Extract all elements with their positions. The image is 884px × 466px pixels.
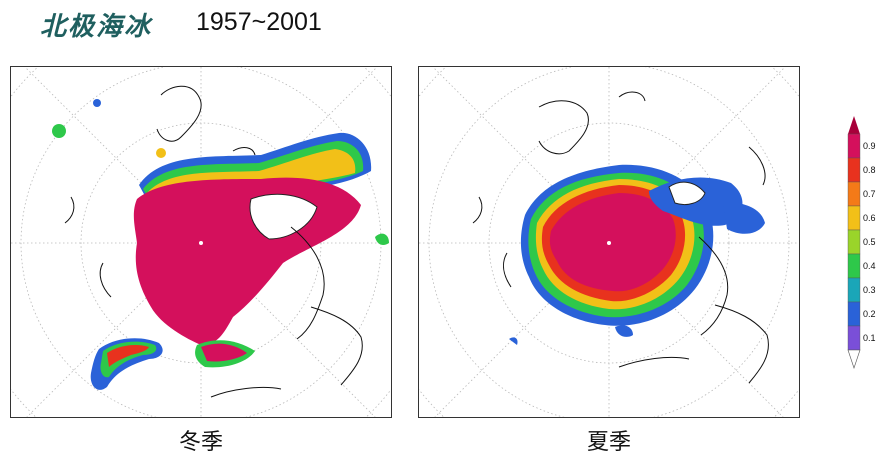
caption-summer: 夏季 [586,430,631,455]
colorbar-label: 0.5 [863,237,876,247]
winter-map-panel [10,66,392,418]
summer-map-panel [418,66,800,418]
colorbar-label: 0.3 [863,285,876,295]
colorbar-label: 0.1 [863,333,876,343]
title-years: 1957~2001 [196,8,322,36]
colorbar-label: 0.7 [863,189,876,199]
title-chinese: 北极海冰 [40,12,153,42]
colorbar-label: 0.4 [863,261,876,271]
colorbar-label: 0.9 [863,141,876,151]
colorbar-label: 0.6 [863,213,876,223]
colorbar-label: 0.8 [863,165,876,175]
colorbar: 0.9 0.8 0.7 0.6 0.5 0.4 0.3 0.2 0.1 [846,116,882,370]
colorbar-label: 0.2 [863,309,876,319]
caption-winter: 冬季 [178,430,223,455]
